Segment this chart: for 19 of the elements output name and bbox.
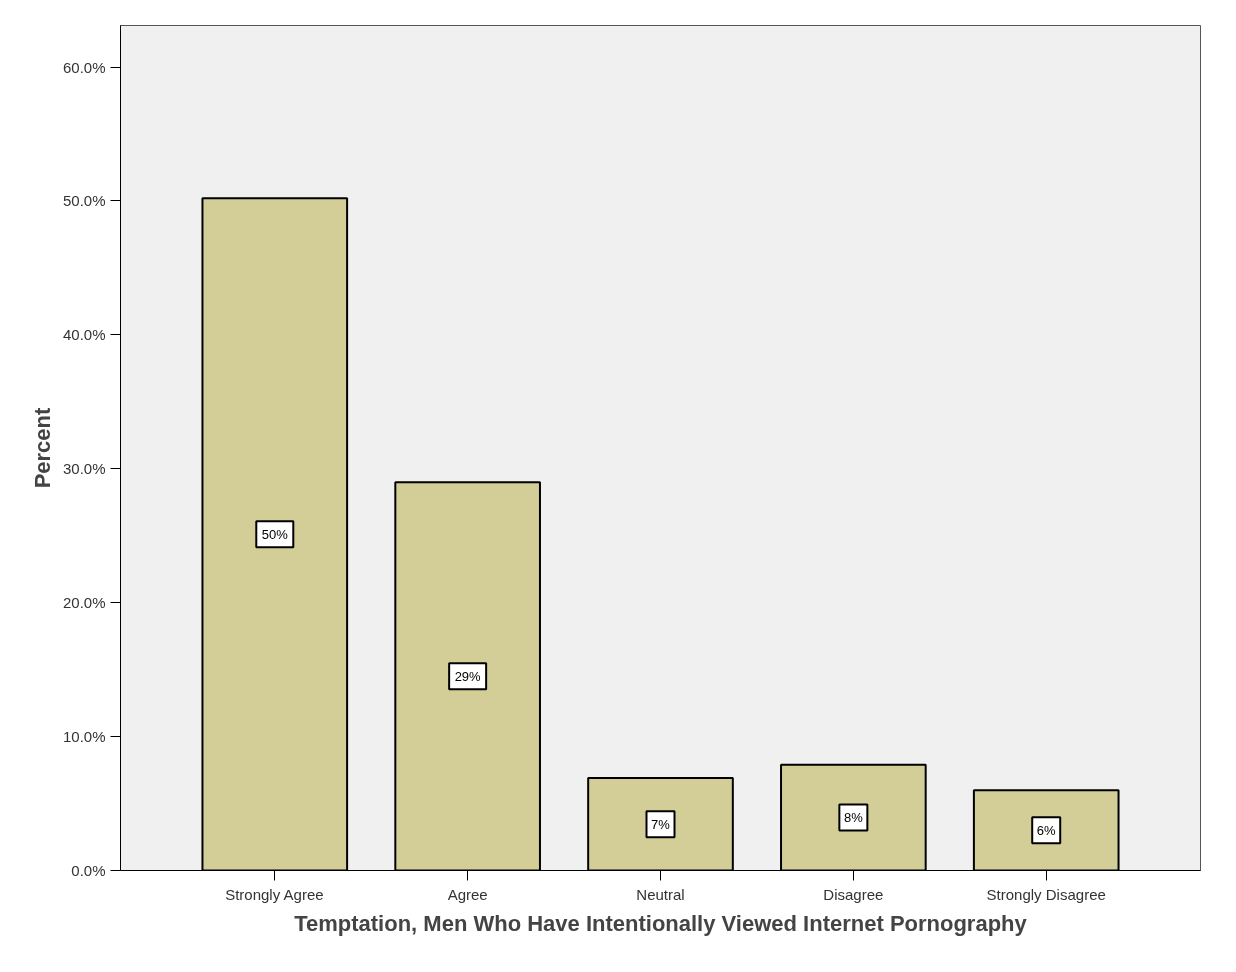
- y-axis-title: Percent: [29, 406, 55, 489]
- y-tick-label: 60.0%: [62, 58, 106, 76]
- y-tick-label: 0.0%: [71, 862, 106, 879]
- data-label: 8%: [843, 810, 864, 826]
- data-label: 29%: [454, 668, 482, 684]
- data-label: 7%: [651, 816, 671, 832]
- x-tick-label: Neutral: [636, 885, 685, 903]
- y-tick-label: 50.0%: [62, 192, 106, 210]
- data-label: 6%: [1036, 822, 1057, 838]
- x-tick-label: Agree: [447, 885, 488, 903]
- x-tick-label: Strongly Agree: [225, 885, 324, 903]
- y-tick-label: 10.0%: [62, 728, 106, 746]
- data-label: 50%: [261, 526, 289, 542]
- x-tick-label: Disagree: [823, 885, 884, 903]
- x-tick-label: Strongly Disagree: [986, 885, 1106, 903]
- y-tick-label: 40.0%: [62, 326, 106, 344]
- y-tick-label: 20.0%: [62, 594, 106, 612]
- x-axis-title: Temptation, Men Who Have Intentionally Viewed Internet Pornography: [294, 910, 1028, 936]
- y-tick-label: 30.0%: [62, 460, 106, 478]
